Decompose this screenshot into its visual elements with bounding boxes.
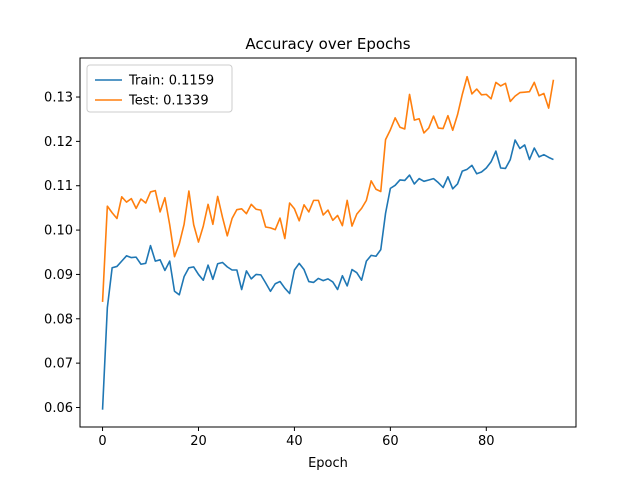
x-tick-label-4: 80	[478, 434, 495, 449]
x-axis-label: Epoch	[308, 456, 348, 471]
legend-label-1: Test: 0.1339	[128, 94, 209, 109]
axes-frame	[79, 57, 577, 428]
y-tick-label-2: 0.08	[44, 312, 73, 327]
y-tick-label-5: 0.11	[44, 179, 73, 194]
x-tick-label-3: 60	[382, 434, 399, 449]
y-tick-label-1: 0.07	[44, 357, 73, 372]
series-line-0	[101, 139, 554, 410]
legend-box	[86, 64, 233, 113]
x-tick-label-1: 20	[190, 434, 207, 449]
chart-title: Accuracy over Epochs	[245, 35, 410, 53]
legend-label-0: Train: 0.1159	[128, 74, 214, 89]
y-tick-label-3: 0.09	[44, 268, 73, 283]
x-tick-label-0: 0	[98, 434, 106, 449]
series-layer	[101, 75, 555, 410]
axes-layer: 0 20 40 60 80 0.06 0.07 0.08 0.09 0.10 0.11 0.12 0.1…	[44, 57, 577, 449]
y-tick-label-0: 0.06	[44, 401, 73, 416]
y-tick-label-7: 0.13	[44, 91, 73, 106]
legend: Train: 0.1159 Test: 0.1339	[86, 64, 233, 113]
y-tick-label-4: 0.10	[44, 224, 73, 239]
y-tick-label-6: 0.12	[44, 135, 73, 150]
series-line-1	[101, 75, 555, 302]
x-tick-label-2: 40	[286, 434, 303, 449]
